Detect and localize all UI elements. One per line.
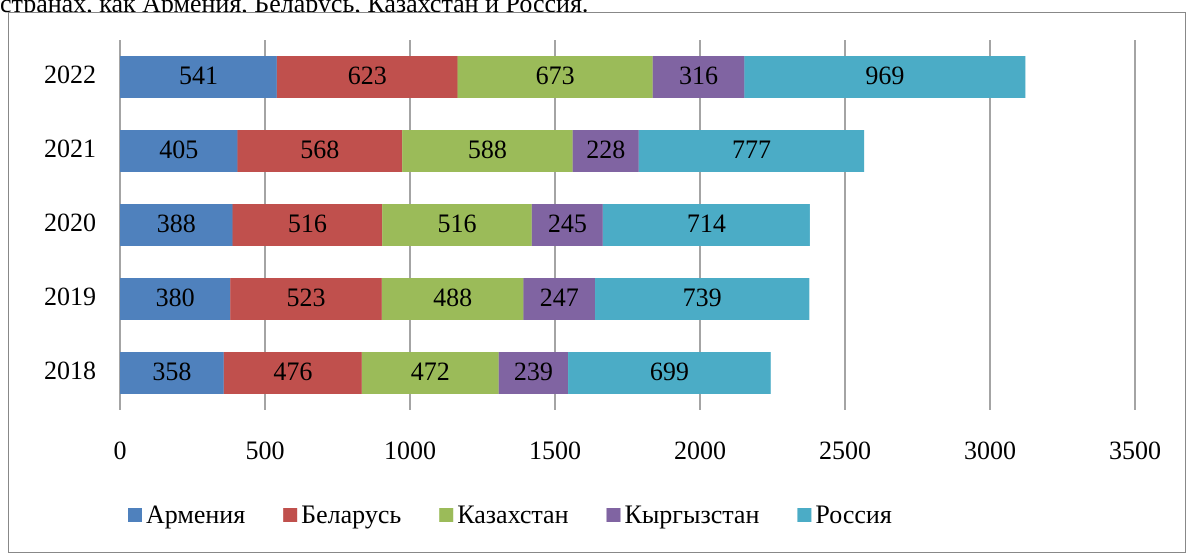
- bar-segment: [381, 278, 524, 320]
- data-label: 388: [157, 209, 196, 238]
- legend-label: Казахстан: [457, 500, 568, 529]
- x-tick-label: 0: [114, 436, 127, 465]
- bar-segment: [638, 130, 865, 172]
- data-label: 673: [536, 61, 575, 90]
- data-label: 516: [437, 209, 476, 238]
- legend-swatch: [606, 508, 621, 522]
- x-tick-label: 3500: [1109, 436, 1161, 465]
- bar-segment: [744, 56, 1026, 98]
- data-label: 588: [468, 135, 507, 164]
- y-tick-label: 2021: [44, 134, 96, 163]
- legend-swatch: [128, 508, 142, 522]
- bar-segment: [568, 352, 771, 394]
- data-label: 476: [273, 357, 312, 386]
- legend-swatch: [283, 508, 298, 522]
- bar-segment: [523, 278, 596, 320]
- bar-segment: [232, 204, 383, 246]
- legend-label: Армения: [146, 500, 245, 529]
- data-label: 699: [650, 357, 689, 386]
- y-tick-label: 2018: [44, 356, 96, 385]
- data-label: 380: [156, 283, 195, 312]
- bar-segment: [457, 56, 653, 98]
- data-label: 541: [179, 61, 218, 90]
- data-label: 245: [548, 209, 587, 238]
- data-label: 358: [152, 357, 191, 386]
- data-label: 739: [683, 283, 722, 312]
- legend-label: Россия: [815, 500, 891, 529]
- bar-segment: [120, 278, 231, 320]
- data-label: 516: [288, 209, 327, 238]
- data-label: 714: [687, 209, 726, 238]
- data-label: 777: [732, 135, 771, 164]
- bar-segment: [237, 130, 403, 172]
- bar-segment: [276, 56, 458, 98]
- bar-segment: [120, 352, 224, 394]
- bar-segment: [120, 130, 238, 172]
- y-tick-label: 2022: [44, 60, 96, 89]
- bar-segment: [402, 130, 573, 172]
- x-tick-label: 1500: [529, 436, 581, 465]
- y-tick-label: 2019: [44, 282, 96, 311]
- bar-segment: [498, 352, 569, 394]
- bar-segment: [572, 130, 639, 172]
- legend-swatch: [439, 508, 454, 522]
- data-label: 247: [540, 283, 579, 312]
- bar-segment: [230, 278, 382, 320]
- x-tick-label: 1000: [384, 436, 436, 465]
- x-tick-label: 2000: [674, 436, 726, 465]
- data-label: 523: [287, 283, 326, 312]
- data-label: 228: [586, 135, 625, 164]
- data-label: 969: [865, 61, 904, 90]
- data-label: 472: [411, 357, 450, 386]
- legend-label: Беларусь: [301, 500, 401, 529]
- x-tick-label: 2500: [819, 436, 871, 465]
- bar-segment: [595, 278, 810, 320]
- bar-segment: [531, 204, 603, 246]
- data-label: 623: [348, 61, 387, 90]
- bar-segment: [382, 204, 532, 246]
- data-label: 488: [433, 283, 472, 312]
- bar-segment: [120, 56, 277, 98]
- data-label: 316: [679, 61, 718, 90]
- bar-segment: [361, 352, 499, 394]
- bar-segment: [602, 204, 810, 246]
- bar-segment: [652, 56, 745, 98]
- data-label: 239: [514, 357, 553, 386]
- bar-segment: [120, 204, 233, 246]
- data-label: 405: [159, 135, 198, 164]
- legend-swatch: [797, 508, 812, 522]
- bar-segment: [223, 352, 362, 394]
- y-tick-label: 2020: [44, 208, 96, 237]
- legend-label: Кыргызстан: [625, 500, 760, 529]
- x-tick-label: 500: [246, 436, 285, 465]
- x-tick-label: 3000: [964, 436, 1016, 465]
- data-label: 568: [300, 135, 339, 164]
